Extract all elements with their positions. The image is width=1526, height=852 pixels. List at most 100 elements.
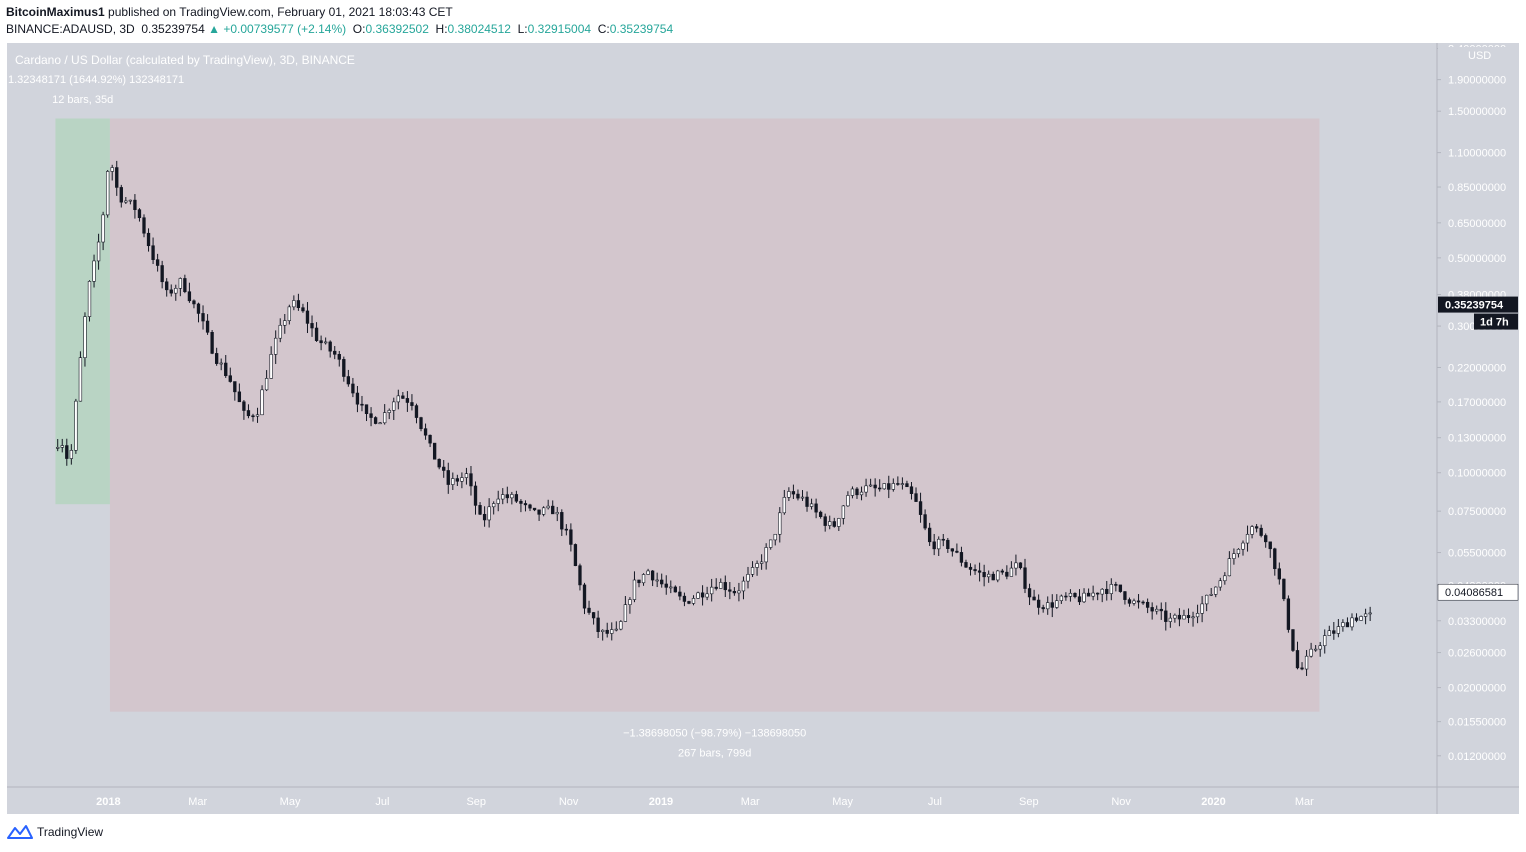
price-tick-label: 0.05500000: [1448, 548, 1506, 560]
candle-body: [991, 573, 995, 581]
candle-body: [1368, 612, 1372, 615]
candle-body: [773, 533, 777, 541]
candle-body: [664, 583, 668, 588]
candle-body: [396, 395, 400, 403]
close-value: 0.35239754: [609, 22, 674, 36]
candle-body: [923, 514, 927, 529]
candle-body: [646, 570, 650, 575]
author-name[interactable]: BitcoinMaximus1: [6, 5, 105, 19]
candle-body: [541, 507, 546, 515]
candle-body: [469, 473, 473, 487]
candle-body: [673, 586, 677, 593]
price-tick-label: 0.17000000: [1448, 397, 1506, 409]
candle-body: [796, 493, 800, 499]
candle-body: [392, 401, 396, 411]
candle-body: [1241, 542, 1245, 550]
candle-body: [814, 503, 818, 513]
time-tick-label: May: [280, 796, 301, 808]
candle-body: [650, 570, 655, 581]
candle-body: [274, 337, 278, 355]
time-tick-label: Sep: [466, 796, 486, 808]
candle-body: [1032, 596, 1036, 601]
candle-body: [319, 340, 323, 344]
candle-body: [1291, 629, 1295, 651]
time-tick-label: 2020: [1201, 796, 1225, 808]
high-label: H:: [435, 22, 448, 36]
candle-body: [900, 483, 905, 485]
candle-body: [996, 570, 1000, 581]
candle-body: [732, 591, 737, 594]
candle-body: [1332, 630, 1336, 634]
published-text: published on TradingView.com, February 0…: [108, 5, 453, 19]
price-chart[interactable]: 2.400000001.900000001.500000001.10000000…: [7, 43, 1519, 814]
candle-body: [1073, 592, 1077, 598]
measure-up-box[interactable]: [55, 118, 110, 505]
candle-body: [759, 561, 764, 564]
candle-body: [546, 505, 550, 509]
candle-body: [510, 494, 514, 499]
price-tick-label: 0.22000000: [1448, 362, 1506, 374]
chart-area[interactable]: 2.400000001.900000001.500000001.10000000…: [7, 43, 1519, 814]
candle-body: [1282, 578, 1286, 600]
candle-body: [514, 494, 519, 502]
candle-body: [96, 241, 101, 262]
candle-body: [1100, 588, 1104, 595]
candle-body: [601, 629, 605, 632]
candle-body: [968, 566, 973, 570]
measure-up-change: 1.32348171 (1644.92%) 132348171: [8, 74, 184, 86]
candle-body: [437, 458, 441, 468]
last-price-tag[interactable]: [1438, 296, 1518, 313]
candle-body: [1264, 535, 1268, 543]
candle-body: [959, 552, 964, 563]
time-tick-label: Nov: [559, 796, 579, 808]
candle-body: [1055, 600, 1059, 608]
candle-body: [818, 511, 823, 517]
time-tick-label: 2018: [96, 796, 120, 808]
candle-body: [560, 512, 564, 530]
candle-body: [905, 483, 909, 488]
candle-body: [210, 332, 214, 354]
candle-body: [628, 599, 632, 605]
candle-body: [1214, 586, 1218, 595]
candle-body: [587, 607, 591, 613]
price-tick-label: 0.02000000: [1448, 683, 1506, 695]
crosshair-price-tag: [1437, 583, 1519, 601]
time-tick-label: Nov: [1111, 796, 1131, 808]
price-tick-label: 0.85000000: [1448, 182, 1506, 194]
candle-body: [605, 629, 609, 634]
candle-body: [519, 500, 523, 504]
candle-body: [596, 617, 600, 632]
candle-body: [155, 259, 160, 266]
price-tick-label: 0.03300000: [1448, 616, 1506, 628]
candle-body: [955, 550, 959, 553]
candle-body: [1023, 567, 1027, 589]
candle-body: [846, 495, 850, 507]
candle-body: [828, 521, 832, 526]
candle-body: [709, 586, 714, 595]
countdown-label: 1d 7h: [1480, 317, 1509, 329]
candle-body: [1191, 616, 1195, 619]
candle-body: [1205, 594, 1209, 605]
candle-body: [687, 601, 691, 604]
candle-body: [909, 486, 914, 494]
candle-body: [228, 375, 232, 382]
candle-body: [328, 341, 332, 352]
candle-body: [1313, 648, 1318, 651]
candle-body: [537, 509, 541, 515]
candle-body: [937, 538, 941, 550]
candle-body: [1232, 553, 1236, 559]
candle-body: [423, 428, 428, 436]
measure-down-box[interactable]: [109, 118, 1320, 712]
candle-body: [333, 350, 337, 355]
candle-body: [982, 572, 986, 578]
brand-name[interactable]: TradingView: [37, 825, 104, 839]
candle-body: [1068, 592, 1073, 597]
candle-body: [619, 621, 623, 630]
candle-body: [205, 320, 210, 333]
candle-body: [419, 417, 423, 429]
open-value: 0.36392502: [365, 22, 429, 36]
candle-body: [551, 505, 555, 515]
candle-body: [446, 470, 450, 485]
time-tick-label: Mar: [188, 796, 207, 808]
candle-body: [823, 516, 827, 526]
